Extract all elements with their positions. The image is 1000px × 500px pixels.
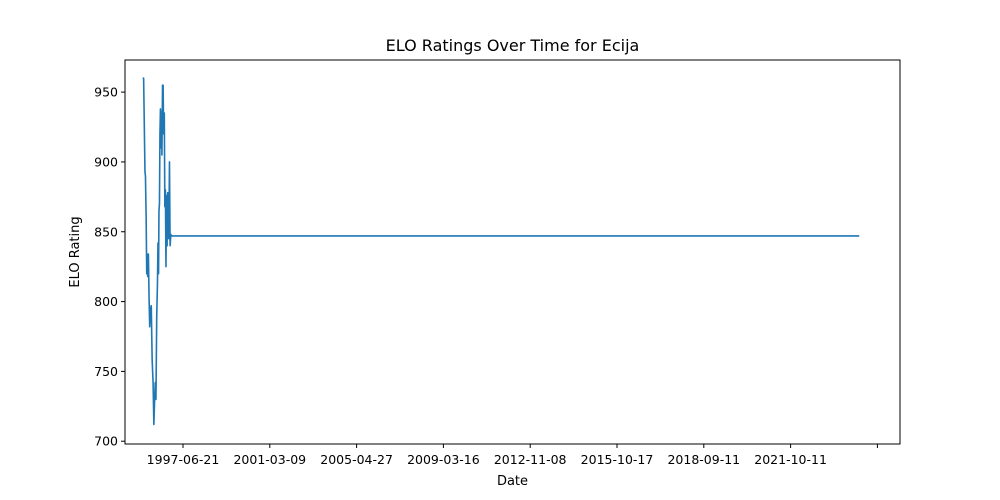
x-tick-label: 2001-03-09 [233, 452, 306, 467]
y-tick-label: 800 [94, 294, 118, 309]
x-axis-label: Date [497, 474, 528, 489]
y-axis-label: ELO Rating [68, 216, 83, 287]
x-tick-label: 2009-03-16 [407, 452, 480, 467]
y-tick-label: 750 [94, 364, 118, 379]
x-tick-label: 2012-11-08 [494, 452, 567, 467]
y-tick-label: 950 [94, 85, 118, 100]
y-tick-label: 700 [94, 434, 118, 449]
plot-area-frame [124, 59, 901, 445]
x-tick-label: 2015-10-17 [581, 452, 654, 467]
y-tick-label: 900 [94, 154, 118, 169]
x-tick-label: 1997-06-21 [147, 452, 220, 467]
x-tick-label: 2018-09-11 [667, 452, 740, 467]
y-tick-label: 850 [94, 224, 118, 239]
series-line-0 [142, 77, 860, 426]
x-tick-label: 2021-10-11 [754, 452, 827, 467]
x-tick-label: 2005-04-27 [320, 452, 393, 467]
chart-title: ELO Ratings Over Time for Ecija [386, 36, 640, 55]
